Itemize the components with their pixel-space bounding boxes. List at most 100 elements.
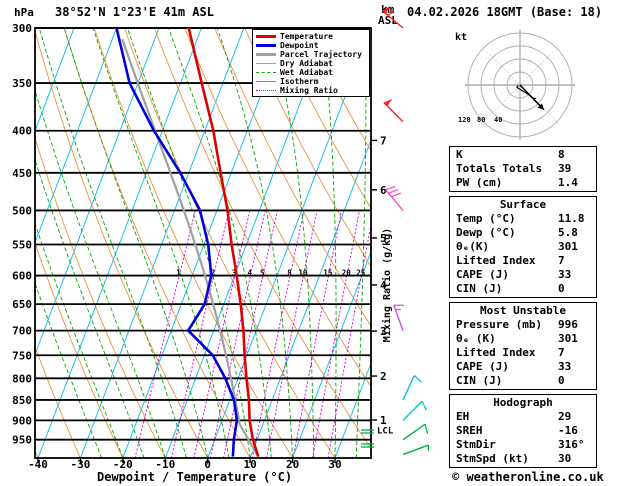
- asl-axis-unit: ASL: [378, 14, 398, 27]
- indices-row: StmDir 316°: [450, 438, 596, 452]
- wind-barb: [402, 400, 427, 421]
- wet-adiabat-line: [355, 28, 367, 458]
- km-tick-label: 2: [380, 370, 387, 383]
- wind-barb: [402, 375, 422, 401]
- indices-section-title: Surface: [499, 198, 547, 211]
- hodograph-ring: [506, 71, 534, 99]
- chart-legend: Temperature Dewpoint Parcel Trajectory Dry …: [252, 29, 370, 97]
- indices-label: Temp (°C): [456, 212, 516, 225]
- indices-row: Totals Totals 39: [450, 162, 596, 176]
- indices-row: CAPE (J) 33: [450, 360, 596, 374]
- station-title: 38°52'N 1°23'E 41m ASL: [55, 5, 214, 19]
- legend-item-label: Parcel Trajectory: [280, 50, 362, 59]
- indices-label: StmDir: [456, 438, 496, 451]
- legend-item-label: Temperature: [280, 32, 333, 41]
- isotherm-line: [249, 138, 371, 458]
- copyright: © weatheronline.co.uk: [452, 470, 604, 484]
- wind-barb: [393, 304, 404, 331]
- plot-border: [34, 27, 372, 459]
- wind-barb: [385, 185, 404, 211]
- barb-staff: [402, 444, 429, 456]
- indices-label: Dewp (°C): [456, 226, 516, 239]
- wet-adiabat-line: [35, 88, 166, 458]
- indices-label: Lifted Index: [456, 254, 536, 267]
- indices-value: 316°: [558, 438, 585, 451]
- barb-full: [421, 401, 427, 411]
- indices-value: 8: [558, 148, 565, 161]
- hodograph: 120 80 40 kt: [455, 30, 575, 140]
- dewpoint-curve: [115, 28, 239, 457]
- indices-label: EH: [456, 410, 470, 423]
- indices-label: SREH: [456, 424, 483, 437]
- wind-barb: [381, 6, 404, 29]
- hodograph-ring-label: 40: [494, 116, 502, 124]
- mixing-ratio-value-label: 5: [260, 269, 265, 278]
- barb-staff: [383, 102, 404, 123]
- wet-adiabat-line: [399, 28, 434, 458]
- isotherm-line: [35, 28, 160, 356]
- indices-row: Lifted Index 7: [450, 346, 596, 360]
- legend-item-label: Isotherm: [280, 77, 319, 86]
- indices-row: Temp (°C) 11.8: [450, 212, 596, 226]
- pressure-tick-label: 350: [12, 77, 32, 90]
- temperature-curve: [187, 28, 260, 457]
- km-tick-label: 5: [380, 232, 387, 245]
- indices-box: Surface Temp (°C) 11.8 Dewp (°C) 5.8 θₑ(K) 301…: [449, 196, 597, 298]
- legend-line-sample: [256, 90, 276, 91]
- indices-row: Pressure (mb) 996: [450, 318, 596, 332]
- legend-line-sample: [256, 72, 276, 73]
- legend-line-sample: [256, 81, 276, 82]
- legend-item: Dry Adiabat: [256, 59, 366, 68]
- mixing-ratio-value-label: 8: [287, 269, 292, 278]
- isotherm-line: [207, 28, 371, 458]
- hodograph-ring: [480, 45, 560, 125]
- km-tick-label: 4: [380, 279, 387, 292]
- pressure-tick-label: 650: [12, 298, 32, 311]
- indices-label: StmSpd (kt): [456, 452, 529, 465]
- indices-value: 301: [558, 240, 578, 253]
- legend-item: Dewpoint: [256, 41, 366, 50]
- barb-staff: [402, 400, 423, 421]
- indices-row: SREH -16: [450, 424, 596, 438]
- temp-tick-label: -10: [155, 458, 175, 471]
- wet-adiabat-line: [270, 28, 315, 458]
- mixing-ratio-value-label: 25: [356, 269, 365, 278]
- pressure-tick-label: 450: [12, 167, 32, 180]
- barb-full: [385, 185, 396, 191]
- hodograph-ring-label: 120: [458, 116, 471, 124]
- barb-full: [413, 375, 422, 384]
- temp-tick-label: -20: [113, 458, 133, 471]
- indices-row: StmSpd (kt) 30: [450, 452, 596, 466]
- pressure-tick-label: 700: [12, 325, 32, 338]
- legend-line-sample: [256, 35, 276, 38]
- legend-item-label: Dewpoint: [280, 41, 319, 50]
- temp-tick-label: 30: [328, 458, 341, 471]
- temp-tick-label: 0: [204, 458, 211, 471]
- hodograph-unit-label: kt: [455, 32, 467, 43]
- barb-half: [387, 11, 393, 16]
- wind-barb-column: [381, 6, 430, 456]
- legend-item: Isotherm: [256, 77, 366, 86]
- km-tick-label: 1: [380, 414, 387, 427]
- indices-section-title: Most Unstable: [479, 304, 567, 317]
- indices-value: 7: [558, 254, 565, 267]
- pressure-tick-label: 550: [12, 238, 32, 251]
- lcl-label: LCL: [377, 426, 394, 436]
- indices-value: 301: [558, 332, 578, 345]
- indices-label: PW (cm): [456, 176, 503, 189]
- temp-tick-label: -40: [28, 458, 48, 471]
- indices-row: EH 29: [450, 410, 596, 424]
- legend-item: Wet Adiabat: [256, 68, 366, 77]
- indices-box: Hodograph EH 29 SREH -16 StmDir 316° StmSpd (kt…: [449, 394, 597, 468]
- curves-layer: [115, 28, 260, 458]
- legend-item: Temperature: [256, 32, 366, 41]
- isotherm-line: [35, 28, 117, 244]
- indices-row: θₑ(K) 301: [450, 240, 596, 254]
- pressure-tick-label: 600: [12, 270, 32, 283]
- dry-adiabat-line: [274, 28, 371, 210]
- indices-value: 33: [558, 360, 572, 373]
- indices-label: Totals Totals: [456, 162, 543, 175]
